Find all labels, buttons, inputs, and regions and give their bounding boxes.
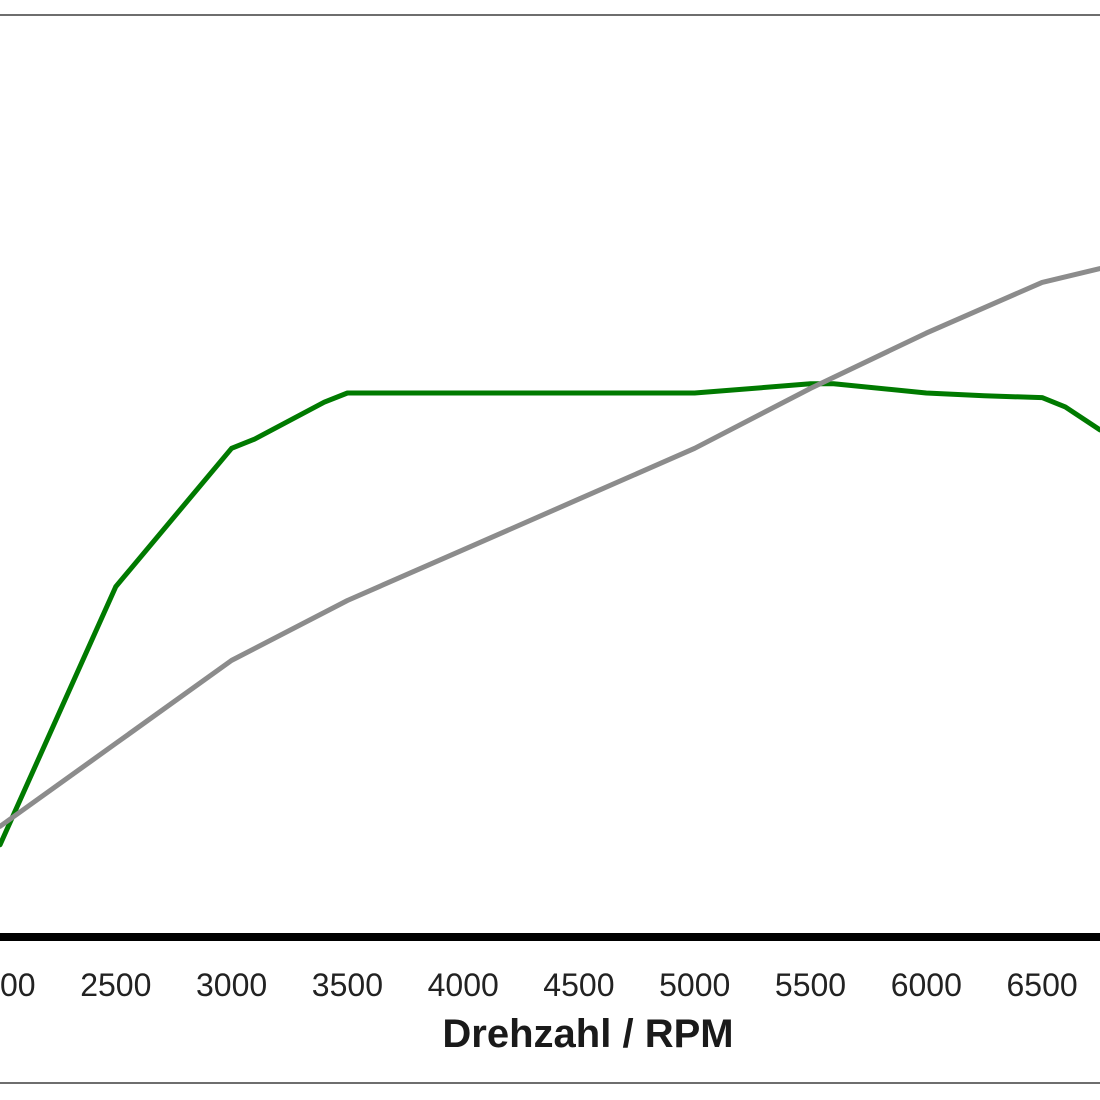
x-axis-title: Drehzahl / RPM (442, 1012, 733, 1056)
series-line-2 (0, 266, 1100, 829)
x-tick-label: 3500 (312, 967, 383, 1003)
series-line-1 (0, 381, 1100, 848)
x-tick-label: 6000 (891, 967, 962, 1003)
x-tick-label: 5500 (775, 967, 846, 1003)
x-tick-label: 3000 (196, 967, 267, 1003)
x-tick-label: 2000 (0, 967, 36, 1003)
x-tick-label: 4000 (428, 967, 499, 1003)
x-tick-label: 6500 (1007, 967, 1078, 1003)
x-tick-label: 2500 (80, 967, 151, 1003)
series-layer (0, 266, 1100, 848)
x-tick-label: 5000 (659, 967, 730, 1003)
x-tick-label: 4500 (543, 967, 614, 1003)
x-tick-labels: 2000 2500 3000 3500 4000 4500 5000 5500 6000 6500 (0, 967, 1078, 1003)
